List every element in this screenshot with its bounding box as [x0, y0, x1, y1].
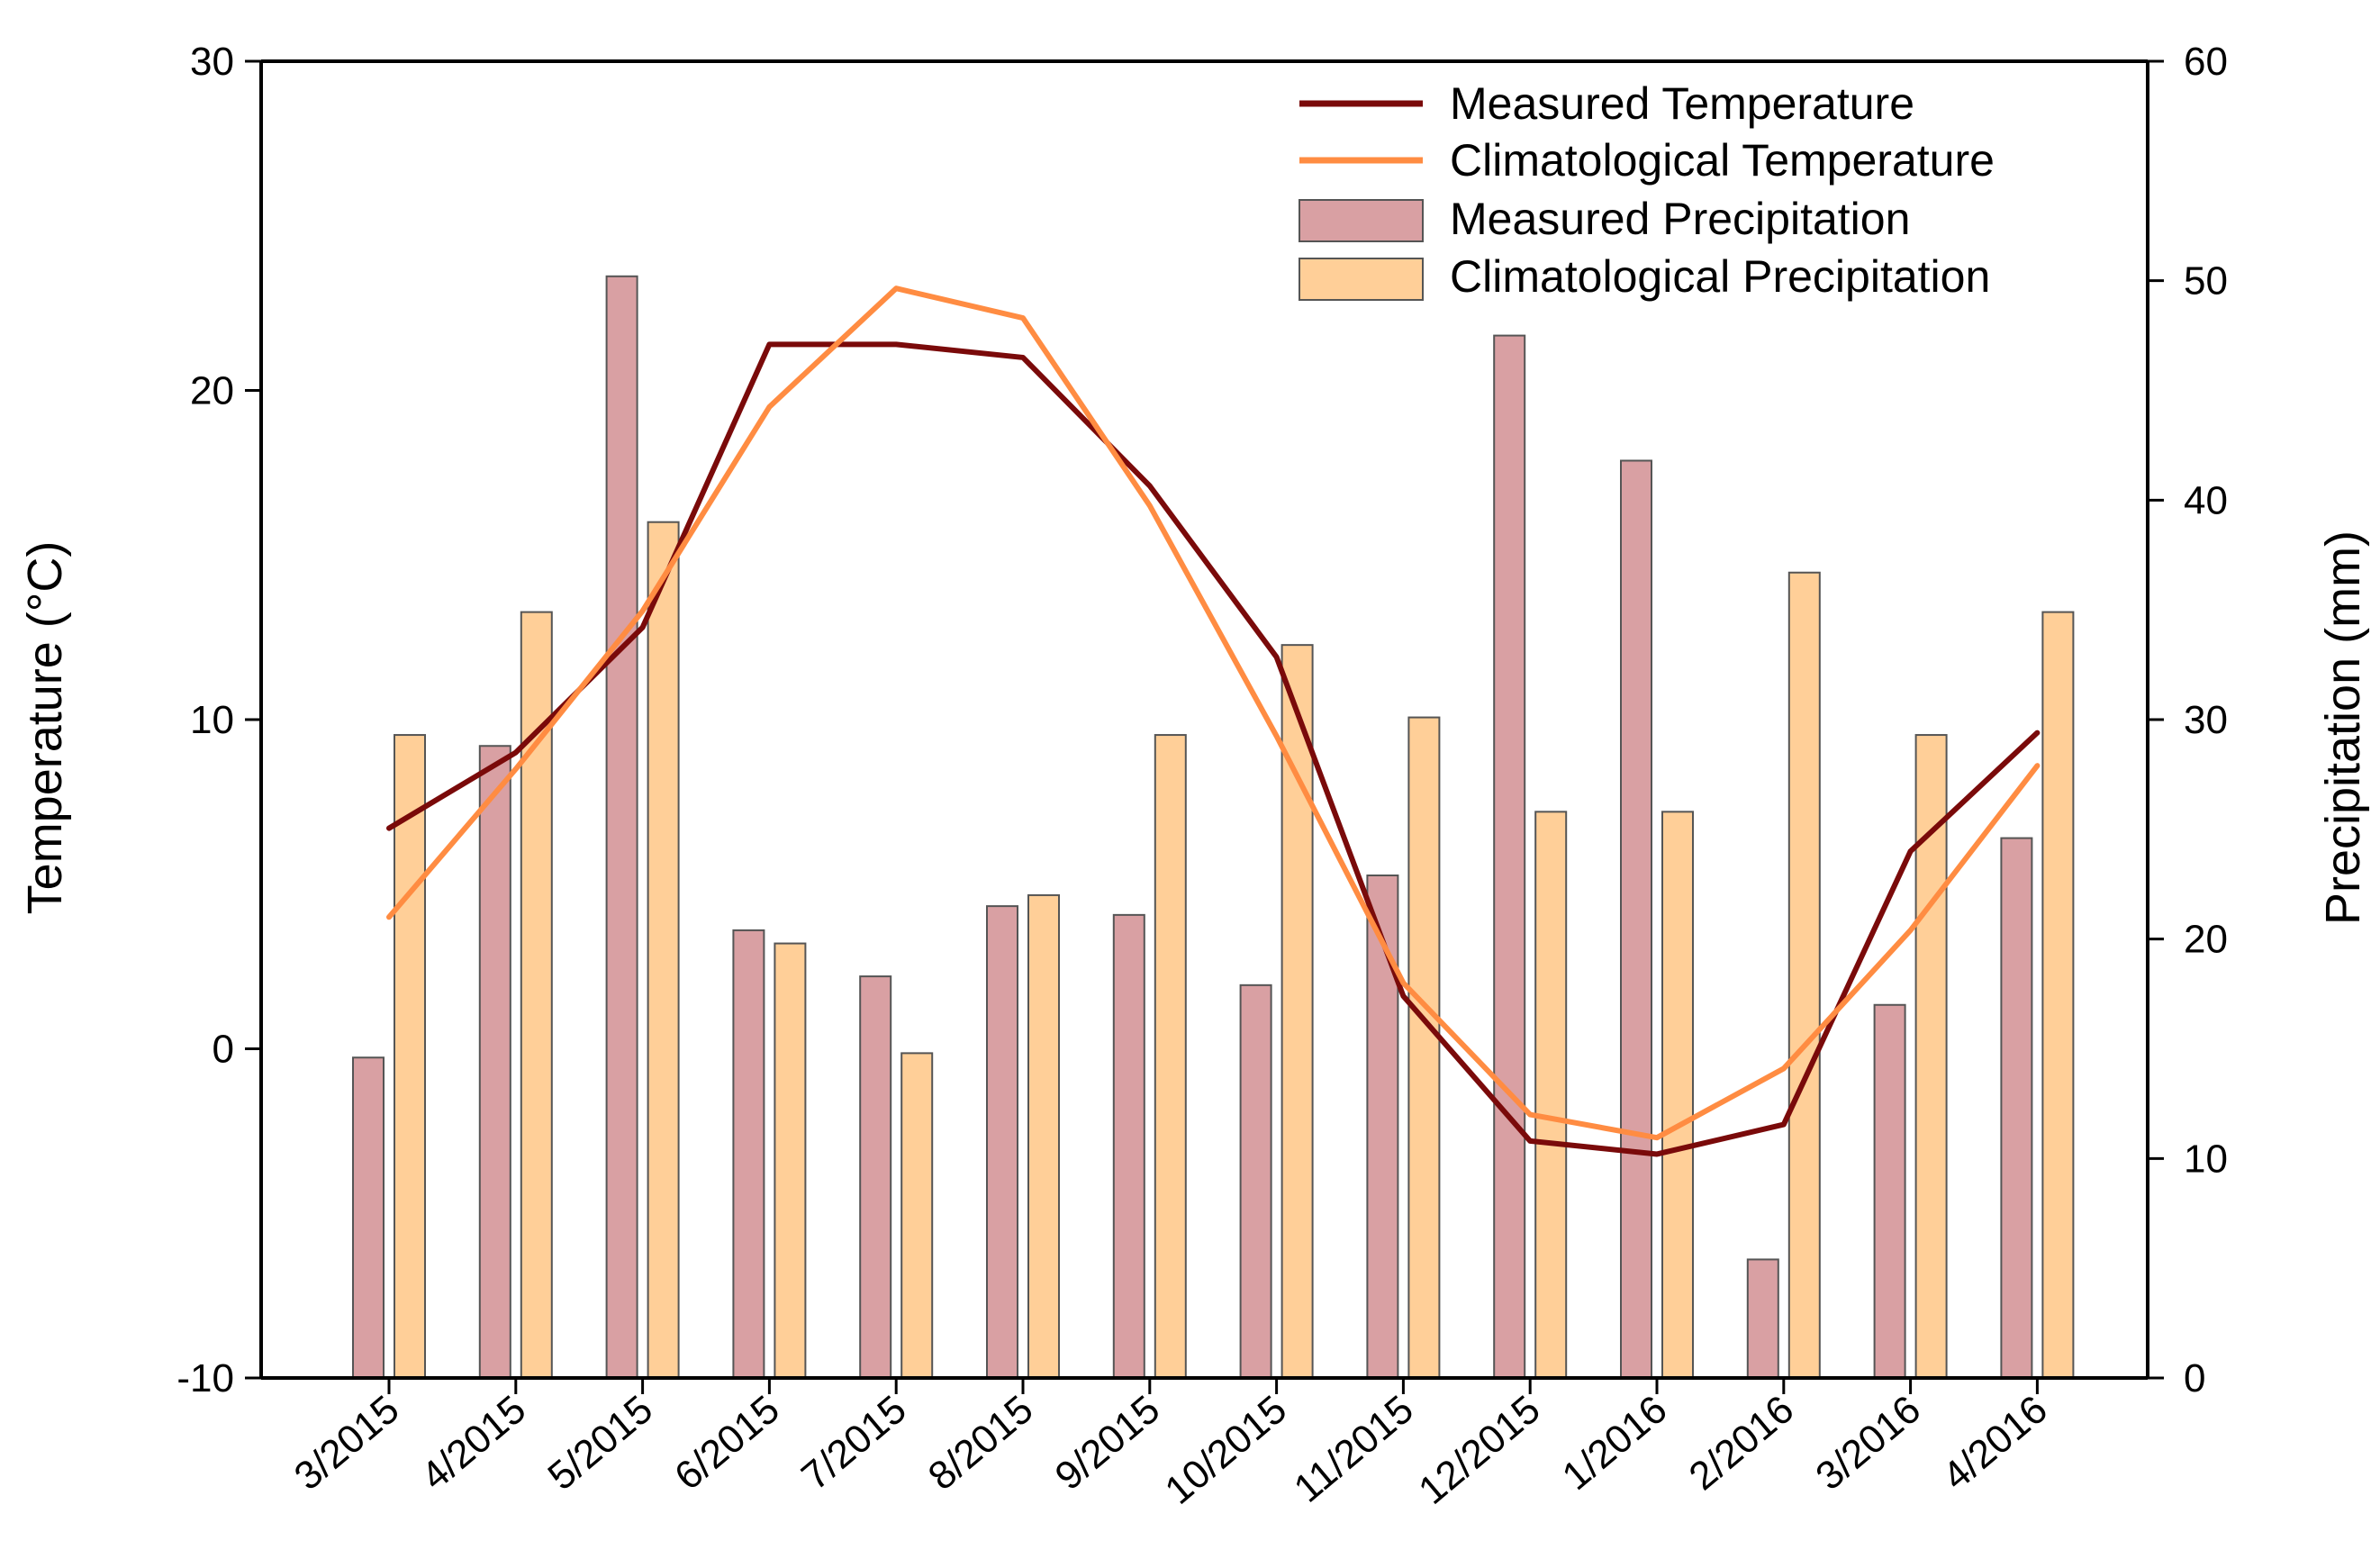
y-right-tick-label: 10 [2184, 1137, 2228, 1181]
bar-measured-precipitation-4-2015 [478, 745, 511, 1379]
bar-measured-precipitation-9-2015 [1112, 913, 1145, 1379]
y-right-tick-label: 30 [2184, 698, 2228, 742]
y-right-tick-label: 40 [2184, 478, 2228, 522]
bar-measured-precipitation-7-2015 [859, 975, 892, 1379]
y-right-axis-title: Precipitation (mm) [2316, 530, 2370, 925]
bar-climatological-precipitation-2-2016 [1787, 571, 1821, 1379]
bar-climatological-precipitation-6-2015 [774, 942, 807, 1380]
x-tick-label: 1/2016 [1554, 1387, 1676, 1499]
lines-layer [386, 286, 2041, 1157]
x-tick-label: 3/2016 [1807, 1387, 1929, 1499]
x-tick-label: 4/2015 [413, 1387, 535, 1499]
legend-label-measured-temperature: Measured Temperature [1450, 78, 1914, 129]
y-right-tick-label: 50 [2184, 259, 2228, 304]
legend-label-climatological-temperature: Climatological Temperature [1450, 135, 1995, 186]
legend: Measured Temperature Climatological Temp… [1299, 78, 1995, 302]
x-tick-label: 7/2015 [793, 1387, 915, 1499]
bar-measured-precipitation-6-2015 [732, 929, 765, 1380]
x-tick-label: 10/2015 [1157, 1387, 1295, 1513]
y-left-tick-label: -10 [176, 1356, 234, 1400]
bar-measured-precipitation-1-2016 [1620, 459, 1652, 1379]
bar-measured-precipitation-11-2015 [1366, 875, 1399, 1379]
bar-climatological-precipitation-8-2015 [1027, 893, 1060, 1379]
y-right-tick-label: 0 [2184, 1356, 2205, 1400]
y-right-tick-label: 60 [2184, 40, 2228, 84]
legend-swatch-climatological-precipitation [1299, 258, 1424, 301]
y-left-tick-label: 20 [190, 369, 234, 413]
bar-measured-precipitation-2-2016 [1746, 1258, 1779, 1380]
bar-measured-precipitation-3-2016 [1873, 1003, 1906, 1380]
legend-label-measured-precipitation: Measured Precipitation [1450, 194, 1910, 244]
y-left-tick-label: 0 [213, 1028, 234, 1072]
x-tick-label: 6/2015 [666, 1387, 788, 1499]
bar-measured-precipitation-12-2015 [1493, 334, 1526, 1379]
y-left-tick-label: 30 [190, 40, 234, 84]
bar-climatological-precipitation-7-2015 [900, 1052, 934, 1379]
x-tick-label: 9/2015 [1047, 1387, 1169, 1499]
bar-climatological-precipitation-3-2015 [394, 734, 426, 1379]
legend-swatch-measured-precipitation [1299, 199, 1424, 242]
y-left-tick-label: 10 [190, 698, 234, 742]
bar-measured-precipitation-5-2015 [605, 275, 638, 1379]
x-tick-label: 5/2015 [539, 1387, 661, 1499]
y-left-axis-title: Temperature (°C) [18, 541, 72, 915]
x-tick-label: 11/2015 [1286, 1387, 1422, 1511]
bar-measured-precipitation-8-2015 [986, 905, 1018, 1379]
x-tick-label: 4/2016 [1934, 1387, 2056, 1499]
legend-label-climatological-precipitation: Climatological Precipitation [1450, 251, 1990, 302]
y-right-tick-label: 20 [2184, 918, 2228, 962]
bar-measured-precipitation-4-2016 [2000, 837, 2033, 1379]
bar-climatological-precipitation-11-2015 [1407, 716, 1441, 1379]
x-tick-label: 8/2015 [920, 1387, 1042, 1499]
x-tick-label: 12/2015 [1410, 1387, 1548, 1513]
bar-climatological-precipitation-10-2015 [1280, 644, 1314, 1379]
bar-climatological-precipitation-1-2016 [1661, 811, 1694, 1379]
bar-climatological-precipitation-5-2015 [647, 521, 680, 1379]
bar-climatological-precipitation-9-2015 [1154, 734, 1187, 1379]
bar-measured-precipitation-10-2015 [1239, 983, 1272, 1379]
x-tick-label: 3/2015 [286, 1387, 408, 1499]
x-tick-label: 2/2016 [1681, 1387, 1803, 1499]
line-climatological-temperature [386, 286, 2041, 1141]
bar-measured-precipitation-3-2015 [352, 1056, 385, 1380]
bars-layer [352, 275, 2075, 1380]
bar-climatological-precipitation-4-2016 [2041, 611, 2075, 1379]
bar-climatological-precipitation-12-2015 [1534, 811, 1568, 1379]
